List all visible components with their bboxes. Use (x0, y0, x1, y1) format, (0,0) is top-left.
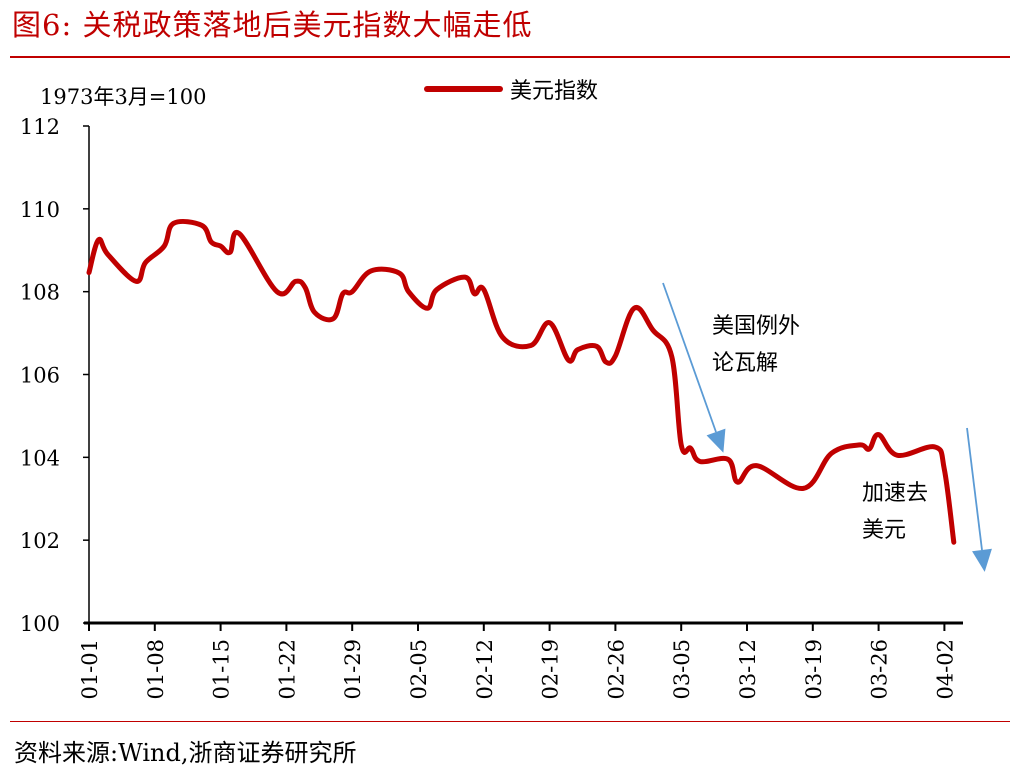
arrow-head-icon (706, 428, 726, 453)
x-tick-label: 03-19 (802, 639, 826, 700)
bottom-rule (10, 721, 1010, 722)
y-tick-label: 106 (20, 364, 60, 388)
x-tick-label: 02-19 (539, 639, 563, 700)
arrow-head-icon (972, 548, 992, 572)
y-tick-label: 112 (20, 115, 60, 139)
x-tick-label: 02-05 (407, 639, 431, 700)
x-tick-label: 02-12 (473, 639, 497, 700)
y-tick-label: 100 (20, 612, 60, 636)
source-note: 资料来源:Wind,浙商证券研究所 (14, 739, 357, 767)
annotation-text: 论瓦解 (712, 351, 778, 376)
annotation-text: 美国例外 (712, 314, 800, 339)
annotation-arrow-1 (966, 427, 983, 551)
x-tick-label: 04-02 (933, 639, 957, 700)
x-tick-label: 03-12 (736, 639, 760, 700)
x-tick-label: 03-05 (670, 639, 694, 700)
y-tick-label: 108 (20, 281, 60, 305)
x-tick-label: 01-08 (144, 639, 168, 700)
y-tick-label: 102 (20, 529, 60, 553)
unit-note: 1973年3月=100 (40, 85, 206, 109)
x-tick-label: 01-29 (341, 639, 365, 700)
x-tick-label: 03-26 (868, 639, 892, 700)
y-tick-label: 110 (20, 198, 60, 222)
x-tick-label: 01-22 (275, 639, 299, 700)
figure-title: 图6: 关税政策落地后美元指数大幅走低 (12, 8, 533, 42)
annotation-text: 加速去 (862, 481, 928, 506)
annotation-arrow-0 (662, 282, 717, 433)
y-tick-label: 104 (20, 446, 60, 470)
x-tick-label: 01-01 (78, 639, 102, 700)
x-tick-label: 01-15 (210, 639, 234, 700)
series-line-0 (86, 218, 957, 545)
annotation-text: 美元 (862, 518, 906, 543)
x-tick-label: 02-26 (604, 639, 628, 700)
legend-label: 美元指数 (510, 79, 598, 104)
top-rule (10, 56, 1010, 58)
